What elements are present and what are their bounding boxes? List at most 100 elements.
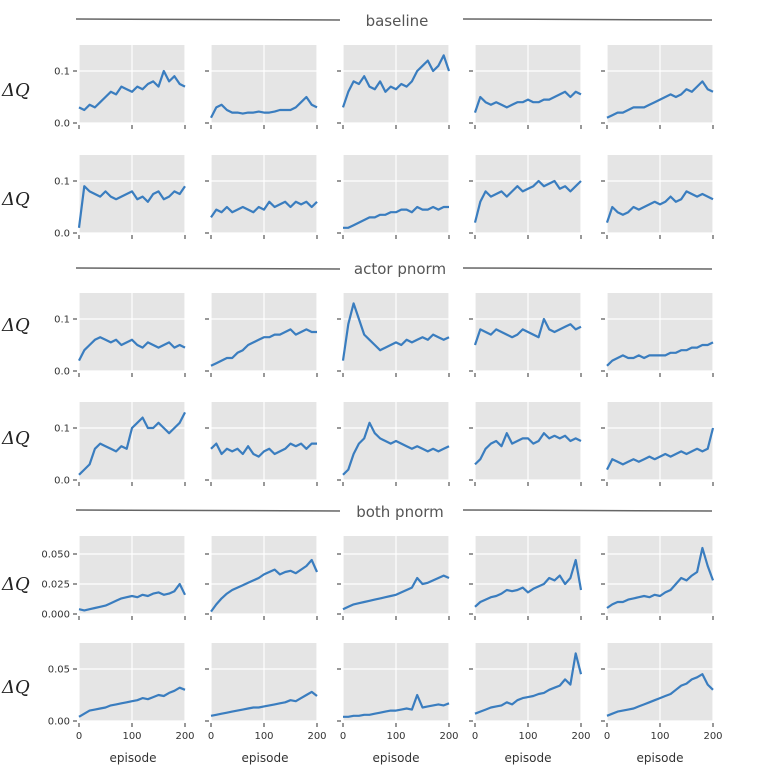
section-header-both-pnorm: both pnorm: [75, 503, 713, 521]
series-line: [606, 546, 715, 609]
panel: [205, 402, 318, 486]
row-ylabel: ΔQ: [1, 189, 30, 210]
panel: 0.0 0.1: [54, 45, 186, 130]
panels: 0.00.10.00.10.00.10.00.10.0000.0250.0500…: [41, 45, 723, 742]
panel: [601, 536, 715, 620]
row-ylabel: ΔQ: [1, 428, 30, 449]
panel: [205, 293, 318, 377]
series-line: [474, 558, 583, 608]
series-line: [473, 317, 582, 346]
series-line: [78, 69, 186, 112]
series-line: [605, 190, 714, 223]
y-tick-label: 0.0: [54, 229, 70, 240]
series-line: [78, 411, 186, 476]
series-line: [343, 205, 449, 229]
panel: 0.00 0.05 0 100 200: [48, 643, 195, 742]
panel: [337, 536, 450, 620]
y-tick-label: 0.000: [41, 610, 70, 621]
x-tick-label: 0: [604, 731, 610, 742]
series-line: [606, 427, 715, 471]
x-tick-label: 100: [122, 731, 141, 742]
series-line: [342, 574, 450, 611]
panel: 0.0 0.1: [54, 293, 186, 378]
panel: [205, 45, 318, 129]
x-tick-label: 0: [208, 731, 214, 742]
y-tick-label: 0.0: [54, 367, 70, 378]
panel: [337, 402, 450, 486]
panel: [337, 293, 450, 377]
panel: [469, 293, 582, 377]
series-line: [78, 336, 186, 362]
x-tick-label: 200: [307, 731, 326, 742]
series-line: [342, 421, 450, 476]
x-tick-label: 100: [254, 731, 273, 742]
panel: [601, 293, 714, 377]
y-tick-label: 0.0: [54, 119, 70, 130]
row-ylabel: ΔQ: [1, 315, 30, 336]
section-title-actor-pnorm: actor pnorm: [354, 260, 446, 278]
panel: 0 100 200: [337, 643, 459, 742]
x-tick-label: 0: [76, 731, 82, 742]
series-line: [78, 582, 186, 612]
panel: 0.0 0.1: [54, 402, 186, 487]
panel: [601, 155, 714, 239]
panel: [601, 402, 715, 486]
x-axis-label: episode: [373, 751, 420, 765]
section-header-actor-pnorm: actor pnorm: [75, 260, 713, 278]
panel: [337, 155, 450, 239]
series-line: [210, 95, 318, 119]
x-axis-label: episode: [505, 751, 552, 765]
series-line: [77, 185, 186, 228]
x-tick-label: 100: [518, 731, 537, 742]
panel: [469, 536, 583, 620]
section-header-baseline: baseline: [75, 12, 713, 30]
y-tick-label: 0.1: [54, 177, 70, 188]
series-line: [210, 558, 319, 613]
series-line: [341, 54, 451, 108]
panel: 0 100 200: [601, 643, 723, 742]
panel: [337, 45, 451, 129]
y-tick-label: 0.1: [54, 424, 70, 435]
panel: 0.000 0.025 0.050: [41, 536, 186, 621]
series-line: [606, 80, 714, 119]
y-tick-label: 0.0: [54, 476, 70, 487]
series-line: [341, 302, 450, 361]
y-tick-label: 0.00: [48, 717, 70, 728]
y-tick-label: 0.1: [54, 67, 70, 78]
x-axis-label: episode: [242, 751, 289, 765]
series-line: [606, 673, 714, 717]
series-line: [474, 652, 583, 715]
series-line: [606, 341, 714, 367]
x-tick-label: 0: [472, 731, 478, 742]
section-title-baseline: baseline: [366, 12, 429, 30]
y-tick-label: 0.1: [54, 315, 70, 326]
row-ylabel: ΔQ: [1, 80, 30, 101]
x-axis-label: episode: [637, 751, 684, 765]
panel: 0 100 200: [205, 643, 327, 742]
section-title-both-pnorm: both pnorm: [356, 503, 444, 521]
series-line: [473, 179, 582, 223]
x-tick-label: 100: [650, 731, 669, 742]
series-line: [343, 693, 450, 718]
x-tick-label: 200: [703, 731, 722, 742]
series-line: [210, 200, 318, 219]
y-tick-label: 0.05: [48, 665, 70, 676]
panel: [205, 155, 318, 239]
panel: [469, 402, 582, 486]
panel: [469, 45, 582, 129]
x-tick-label: 200: [175, 731, 194, 742]
panel: [469, 155, 582, 239]
series-line: [473, 90, 582, 113]
series-line: [210, 442, 317, 458]
x-tick-label: 0: [340, 731, 346, 742]
x-tick-label: 200: [571, 731, 590, 742]
panel: [205, 536, 319, 620]
x-axis-label: episode: [110, 751, 157, 765]
series-line: [210, 328, 317, 367]
x-tick-label: 100: [386, 731, 405, 742]
series-line: [474, 432, 582, 466]
row-ylabel: ΔQ: [1, 574, 30, 595]
panel: 0 100 200: [469, 643, 591, 742]
panel: [601, 45, 714, 129]
